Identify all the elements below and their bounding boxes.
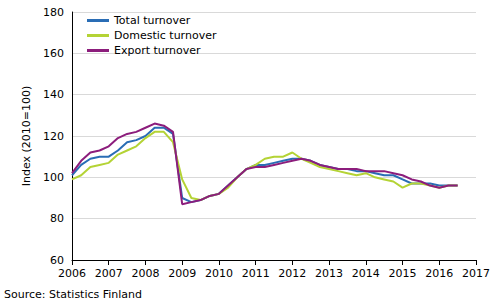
- svg-text:2012: 2012: [278, 267, 306, 280]
- svg-text:120: 120: [43, 130, 64, 143]
- svg-text:180: 180: [43, 6, 64, 19]
- svg-text:100: 100: [43, 171, 64, 184]
- svg-text:2011: 2011: [242, 267, 270, 280]
- svg-text:2007: 2007: [95, 267, 123, 280]
- svg-text:2006: 2006: [58, 267, 86, 280]
- svg-text:2009: 2009: [168, 267, 196, 280]
- svg-text:2008: 2008: [131, 267, 159, 280]
- svg-text:140: 140: [43, 88, 64, 101]
- svg-text:Source: Statistics Finland: Source: Statistics Finland: [4, 288, 142, 301]
- svg-text:2013: 2013: [315, 267, 343, 280]
- svg-text:2016: 2016: [425, 267, 453, 280]
- svg-text:2015: 2015: [389, 267, 417, 280]
- svg-text:Total turnover: Total turnover: [113, 14, 191, 27]
- svg-text:160: 160: [43, 47, 64, 60]
- svg-text:2010: 2010: [205, 267, 233, 280]
- svg-text:80: 80: [50, 212, 64, 225]
- svg-text:60: 60: [50, 254, 64, 267]
- svg-text:Domestic turnover: Domestic turnover: [114, 29, 217, 42]
- svg-text:Export turnover: Export turnover: [114, 44, 201, 57]
- svg-text:Index (2010=100): Index (2010=100): [20, 86, 33, 187]
- svg-text:2014: 2014: [352, 267, 380, 280]
- svg-text:2017: 2017: [462, 267, 490, 280]
